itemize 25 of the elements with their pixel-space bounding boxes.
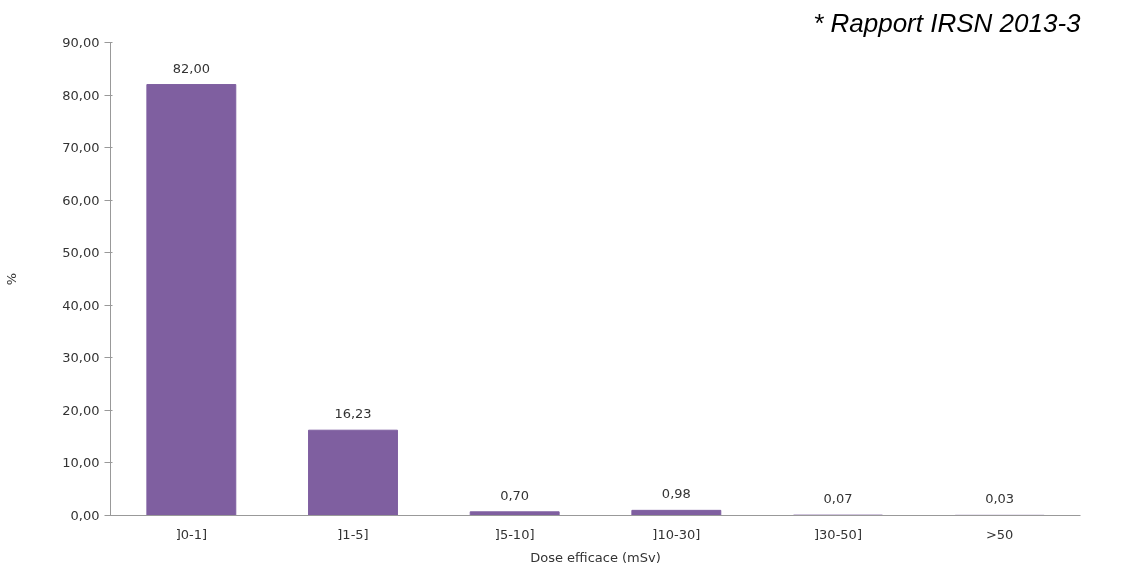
data-label: 0,70 — [500, 487, 530, 503]
text: * Rapport IRSN 2013-3 — [813, 7, 1082, 38]
y-tick-label: 60,00 — [62, 192, 100, 208]
y-tick-label: 20,00 — [62, 402, 100, 418]
x-tick-label: ]5-10] — [494, 526, 535, 542]
x-tick-label: ]0-1] — [175, 526, 208, 542]
data-label: 16,23 — [334, 406, 372, 422]
x-tick-label: ]10-30] — [652, 526, 701, 542]
x-tick-label: ]1-5] — [337, 526, 369, 542]
y-tick-label: 30,00 — [62, 350, 100, 366]
x-axis-title: Dose efficace (mSv) — [530, 549, 661, 565]
y-tick-label: 90,00 — [62, 35, 100, 50]
data-label: 0,07 — [823, 491, 853, 507]
y-axis-title: % — [4, 272, 20, 286]
y-tick-label: 40,00 — [62, 297, 100, 313]
y-tick-label: 70,00 — [62, 140, 100, 156]
data-label: 82,00 — [172, 60, 210, 76]
x-tick-label: ]30-50] — [814, 526, 862, 542]
data-label: 0,03 — [985, 491, 1015, 507]
y-tick-label: 0,00 — [70, 508, 100, 523]
x-tick-label: >50 — [985, 526, 1014, 542]
y-tick-label: 50,00 — [62, 245, 100, 261]
y-tick-label: 80,00 — [62, 87, 100, 103]
data-label: 0,98 — [661, 486, 691, 502]
y-tick-label: 10,00 — [62, 455, 100, 471]
